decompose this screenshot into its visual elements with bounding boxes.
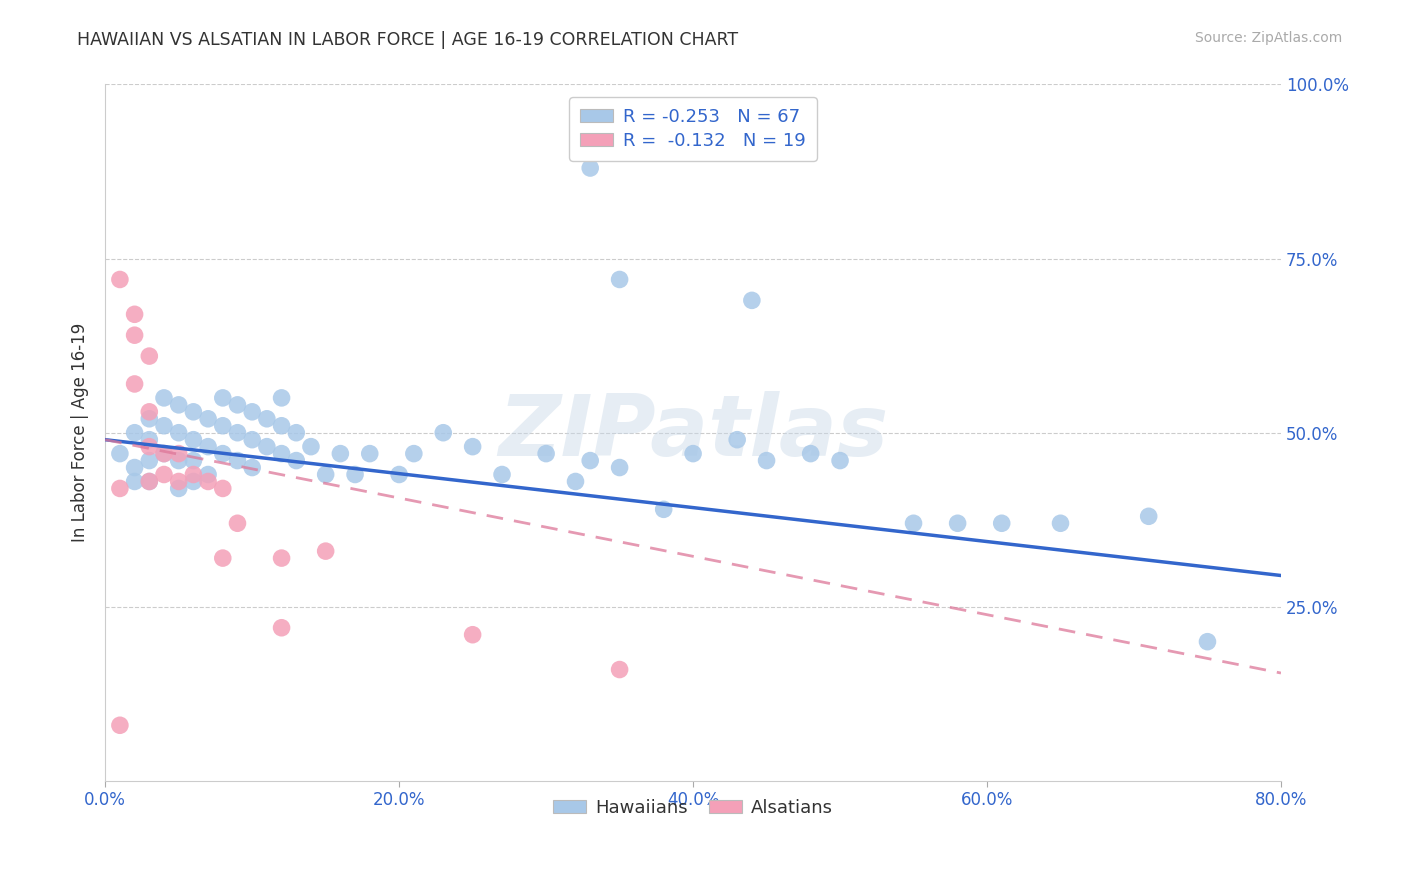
Point — [946, 516, 969, 531]
Point — [153, 418, 176, 433]
Point — [153, 447, 176, 461]
Point — [534, 447, 557, 461]
Point — [1049, 516, 1071, 531]
Point — [299, 440, 322, 454]
Point — [1137, 509, 1160, 524]
Point — [226, 453, 249, 467]
Point — [270, 551, 292, 566]
Point — [124, 376, 146, 391]
Point — [153, 467, 176, 482]
Legend: Hawaiians, Alsatians: Hawaiians, Alsatians — [546, 792, 839, 824]
Point — [138, 405, 160, 419]
Point — [741, 293, 763, 308]
Point — [461, 628, 484, 642]
Point — [183, 475, 205, 489]
Point — [167, 475, 190, 489]
Point — [226, 398, 249, 412]
Point — [124, 460, 146, 475]
Point — [138, 475, 160, 489]
Point — [432, 425, 454, 440]
Point — [388, 467, 411, 482]
Point — [828, 453, 851, 467]
Point — [270, 418, 292, 433]
Point — [211, 418, 233, 433]
Point — [167, 398, 190, 412]
Point — [903, 516, 925, 531]
Point — [240, 460, 263, 475]
Point — [108, 447, 131, 461]
Point — [138, 440, 160, 454]
Point — [138, 475, 160, 489]
Point — [682, 447, 704, 461]
Text: Source: ZipAtlas.com: Source: ZipAtlas.com — [1195, 31, 1343, 45]
Point — [138, 349, 160, 363]
Point — [124, 307, 146, 321]
Point — [211, 551, 233, 566]
Point — [124, 328, 146, 343]
Point — [609, 460, 631, 475]
Point — [1197, 634, 1219, 648]
Point — [725, 433, 748, 447]
Point — [183, 405, 205, 419]
Point — [211, 447, 233, 461]
Point — [183, 433, 205, 447]
Point — [652, 502, 675, 516]
Point — [138, 433, 160, 447]
Point — [167, 482, 190, 496]
Y-axis label: In Labor Force | Age 16-19: In Labor Force | Age 16-19 — [72, 323, 89, 542]
Point — [609, 663, 631, 677]
Point — [800, 447, 823, 461]
Point — [197, 467, 219, 482]
Point — [183, 453, 205, 467]
Point — [226, 425, 249, 440]
Point — [564, 475, 586, 489]
Point — [402, 447, 425, 461]
Point — [344, 467, 367, 482]
Point — [329, 447, 352, 461]
Point — [270, 391, 292, 405]
Point — [108, 718, 131, 732]
Point — [167, 425, 190, 440]
Point — [211, 482, 233, 496]
Point — [183, 467, 205, 482]
Point — [609, 272, 631, 286]
Point — [153, 391, 176, 405]
Point — [240, 405, 263, 419]
Text: HAWAIIAN VS ALSATIAN IN LABOR FORCE | AGE 16-19 CORRELATION CHART: HAWAIIAN VS ALSATIAN IN LABOR FORCE | AG… — [77, 31, 738, 49]
Text: ZIPatlas: ZIPatlas — [498, 392, 889, 475]
Point — [285, 453, 308, 467]
Point — [240, 433, 263, 447]
Point — [124, 475, 146, 489]
Point — [138, 411, 160, 425]
Point — [491, 467, 513, 482]
Point — [108, 272, 131, 286]
Point — [990, 516, 1012, 531]
Point — [315, 544, 337, 558]
Point — [167, 447, 190, 461]
Point — [270, 447, 292, 461]
Point — [124, 425, 146, 440]
Point — [226, 516, 249, 531]
Point — [579, 161, 602, 175]
Point — [256, 411, 278, 425]
Point — [167, 453, 190, 467]
Point — [256, 440, 278, 454]
Point — [108, 482, 131, 496]
Point — [285, 425, 308, 440]
Point — [197, 440, 219, 454]
Point — [270, 621, 292, 635]
Point — [359, 447, 381, 461]
Point — [197, 475, 219, 489]
Point — [755, 453, 778, 467]
Point — [153, 447, 176, 461]
Point — [315, 467, 337, 482]
Point — [138, 453, 160, 467]
Point — [197, 411, 219, 425]
Point — [211, 391, 233, 405]
Point — [461, 440, 484, 454]
Point — [579, 453, 602, 467]
